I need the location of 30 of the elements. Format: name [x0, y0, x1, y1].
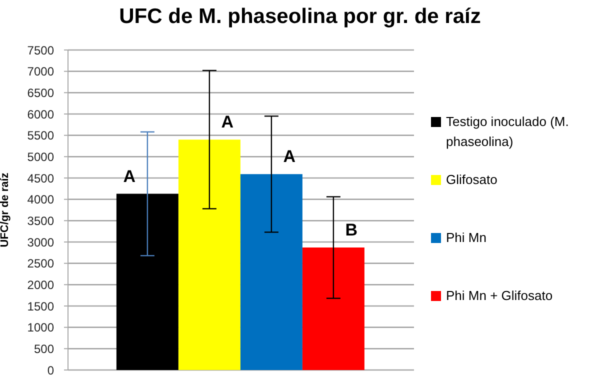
y-tick-label: 2000 [27, 278, 54, 292]
bar [302, 248, 364, 370]
y-tick-label: 7000 [27, 64, 54, 79]
y-tick-label: 6500 [27, 86, 54, 100]
y-tick-label: 5000 [27, 150, 54, 164]
y-tick-label: 5500 [27, 128, 54, 143]
legend-label: Phi Mn [446, 229, 486, 247]
legend-label: Glifosato [446, 171, 498, 189]
y-tick-label: 4500 [27, 171, 54, 186]
bar [116, 194, 178, 370]
annotation: A [283, 147, 296, 166]
y-tick-label: 1000 [27, 320, 54, 335]
y-tick-label: 3500 [27, 214, 54, 228]
y-tick-label: 4000 [27, 192, 54, 207]
annotation: A [221, 112, 234, 132]
legend-label: Testigo inoculado (M. phaseolina) [446, 113, 570, 151]
annotation: B [345, 220, 358, 240]
annotation: A [123, 166, 136, 186]
chart-title: UFC de M. phaseolina por gr. de raíz [118, 4, 482, 30]
y-axis-title: UFC/gr de raíz [0, 172, 11, 248]
bar [240, 174, 302, 370]
y-tick-label: 500 [34, 342, 54, 356]
y-tick-label: 0 [47, 363, 54, 378]
legend-label: Phi Mn + Glifosato [446, 287, 553, 305]
y-tick-label: 7500 [27, 43, 54, 58]
y-tick-label: 2500 [27, 256, 54, 271]
bar [178, 140, 240, 370]
y-tick-label: 1500 [27, 299, 54, 314]
y-tick-label: 3000 [27, 235, 54, 250]
y-tick-label: 6000 [27, 107, 54, 122]
